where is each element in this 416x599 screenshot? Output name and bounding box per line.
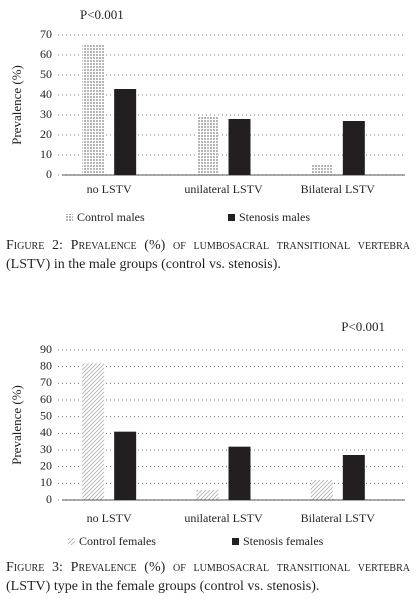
legend-label: Stenosis females: [243, 534, 324, 548]
bar: [342, 121, 365, 175]
bar: [196, 490, 219, 500]
chart: P<0.001 Prevalence (%) 0 10 20 30 40 50 60 70 80 90…: [9, 319, 405, 548]
y-tick-label: 10: [40, 475, 52, 489]
annotation: P<0.001: [80, 7, 124, 22]
y-tick-label: 60: [40, 392, 52, 406]
y-tick-label: 50: [40, 408, 52, 422]
bar: [342, 455, 365, 500]
legend-swatch: [228, 214, 235, 221]
legend-label: Stenosis males: [239, 210, 310, 224]
legend-swatch: [66, 214, 73, 221]
legend-swatch: [68, 538, 75, 545]
x-tick-label: unilateral LSTV: [184, 182, 263, 196]
y-tick-label: 70: [40, 27, 52, 41]
bar: [114, 89, 137, 175]
chart: P<0.001 Prevalence (%) 0 10 20 30 40 50 60 70 no L…: [9, 7, 405, 224]
y-tick-label: 40: [40, 425, 52, 439]
x-tick-label: Bilateral LSTV: [301, 511, 376, 525]
bar: [310, 165, 333, 175]
y-tick-label: 50: [40, 67, 52, 81]
y-tick-label: 10: [40, 147, 52, 161]
x-tick-label: no LSTV: [87, 182, 132, 196]
legend-label: Control males: [77, 210, 145, 224]
bar: [82, 363, 105, 500]
x-tick-label: unilateral LSTV: [184, 511, 263, 525]
bar: [196, 117, 219, 175]
y-tick-label: 80: [40, 358, 52, 372]
bar: [228, 446, 251, 500]
y-tick-label: 70: [40, 375, 52, 389]
y-tick-label: 20: [40, 458, 52, 472]
bar: [114, 431, 137, 500]
legend-label: Control females: [79, 534, 156, 548]
legend-swatch: [232, 538, 239, 545]
x-tick-label: Bilateral LSTV: [301, 182, 376, 196]
y-tick-label: 60: [40, 47, 52, 61]
y-tick-label: 30: [40, 442, 52, 456]
y-tick-label: 40: [40, 87, 52, 101]
y-axis-label: Prevalence (%): [9, 385, 24, 465]
bar: [82, 45, 105, 175]
figure-caption: Figure 3: Prevalence (%) of lumbosacral …: [6, 560, 410, 594]
bar: [228, 119, 251, 175]
y-tick-label: 20: [40, 127, 52, 141]
y-tick-label: 90: [40, 342, 52, 356]
y-tick-label: 0: [46, 492, 52, 506]
y-tick-label: 30: [40, 107, 52, 121]
y-axis-label: Prevalence (%): [9, 65, 24, 145]
y-tick-label: 0: [46, 167, 52, 181]
annotation: P<0.001: [341, 319, 385, 334]
figure-caption: Figure 2: Prevalence (%) of lumbosacral …: [6, 238, 410, 272]
x-tick-label: no LSTV: [87, 511, 132, 525]
bar: [310, 480, 333, 500]
